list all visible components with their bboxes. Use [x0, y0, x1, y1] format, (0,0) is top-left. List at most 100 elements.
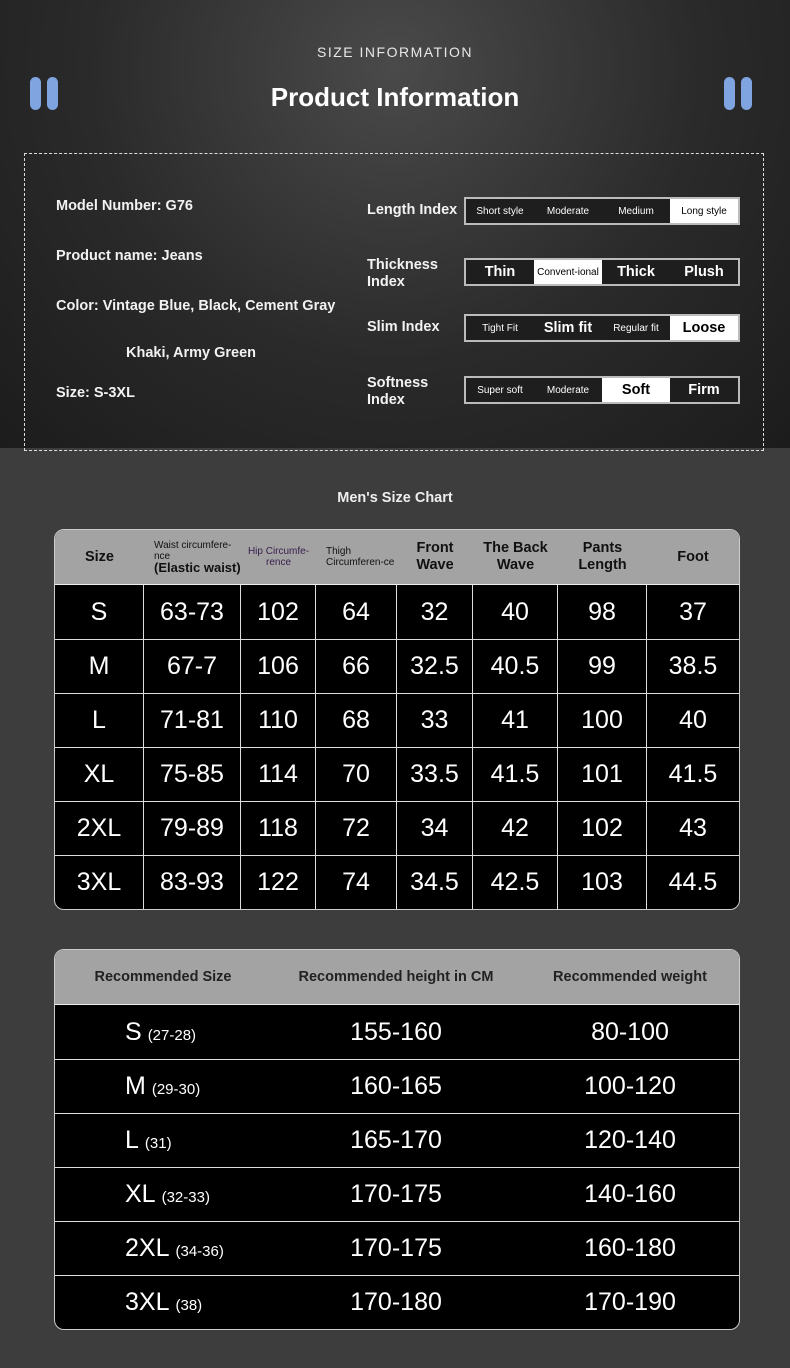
table-cell: 75-85 [144, 747, 241, 801]
table-cell: 170-175 [271, 1167, 521, 1221]
model-number: Model Number: G76 [56, 198, 193, 214]
index-option: Long style [670, 199, 738, 223]
table-cell: 100-120 [521, 1059, 739, 1113]
table-cell: 41.5 [473, 747, 558, 801]
col-back-wave: The Back Wave [473, 530, 558, 585]
index-option: Thick [617, 263, 655, 280]
col-rec-size: Recommended Size [55, 950, 271, 1005]
size-label: 2XL [125, 1234, 170, 1262]
index-option: Convent-ional [534, 260, 602, 284]
table-cell: 38.5 [647, 639, 739, 693]
table-cell: 99 [558, 639, 647, 693]
index-scale: Tight Fit Slim fit Regular fit Loose [464, 314, 740, 342]
size-cell: XL (32-33) [55, 1167, 271, 1221]
waist-range: (38) [175, 1297, 203, 1314]
table-cell: 67-7 [144, 639, 241, 693]
table-row: XL (32-33) 170-175 140-160 [55, 1167, 739, 1221]
index-scale: Super soft Moderate Soft Firm [464, 376, 740, 404]
table-cell: 68 [316, 693, 397, 747]
index-option: Soft [602, 378, 670, 402]
index-scale: Short style Moderate Medium Long style [464, 197, 740, 225]
index-option: Super soft [477, 384, 523, 396]
size-chart-title: Men's Size Chart [337, 490, 453, 506]
col-hip: Hip Circumfe-rence [241, 530, 316, 585]
size-label: L [125, 1126, 139, 1154]
col-size: Size [55, 530, 144, 585]
table-cell: 103 [558, 855, 647, 909]
waist-range: (27-28) [147, 1026, 197, 1044]
index-label: Slim Index [367, 319, 440, 335]
table-row: 2XL 79-89 118 72 34 42 102 43 [55, 801, 739, 855]
col-waist: Waist circumfere-nce (Elastic waist) [144, 530, 241, 585]
size-label: 3XL [125, 1288, 170, 1316]
size-cell: 2XL (34-36) [55, 1221, 271, 1275]
size-cell: 3XL (38) [55, 1275, 271, 1329]
table-cell: 70 [316, 747, 397, 801]
table-cell: 160-180 [521, 1221, 739, 1275]
table-cell: 114 [241, 747, 316, 801]
table-cell: 106 [241, 639, 316, 693]
table-cell: 118 [241, 801, 316, 855]
size-cell: S (27-28) [55, 1005, 271, 1059]
waist-range: (32-33) [161, 1189, 210, 1206]
table-cell: 110 [241, 693, 316, 747]
col-foot: Foot [647, 530, 739, 585]
table-cell: 170-190 [521, 1275, 739, 1329]
table-row: 2XL (34-36) 170-175 160-180 [55, 1221, 739, 1275]
table-cell: 42 [473, 801, 558, 855]
table-cell: 32 [397, 585, 473, 639]
table-row: L 71-81 110 68 33 41 100 40 [55, 693, 739, 747]
index-label: Softness Index [367, 375, 429, 408]
index-option: Short style [476, 205, 524, 217]
color-list: Color: Vintage Blue, Black, Cement Gray [56, 298, 336, 314]
table-cell: 165-170 [271, 1113, 521, 1167]
table-row: 3XL 83-93 122 74 34.5 42.5 103 44.5 [55, 855, 739, 909]
table-cell: 44.5 [647, 855, 739, 909]
table-cell: 41 [473, 693, 558, 747]
table-cell: 64 [316, 585, 397, 639]
size-cell: M (29-30) [55, 1059, 271, 1113]
table-cell: XL [55, 747, 144, 801]
col-pants-length: Pants Length [558, 530, 647, 585]
table-row: M (29-30) 160-165 100-120 [55, 1059, 739, 1113]
index-option: Firm [688, 381, 720, 398]
decorative-bars-icon [724, 77, 752, 110]
table-cell: 170-175 [271, 1221, 521, 1275]
table-cell: 33 [397, 693, 473, 747]
index-option: Thin [484, 263, 516, 280]
table-cell: 71-81 [144, 693, 241, 747]
waist-range: (31) [144, 1135, 172, 1152]
size-label: M [125, 1072, 146, 1100]
size-cell: L (31) [55, 1113, 271, 1167]
index-option: Loose [670, 316, 738, 340]
waist-range: (34-36) [175, 1243, 224, 1260]
table-cell: M [55, 639, 144, 693]
table-cell: L [55, 693, 144, 747]
color-list-2: Khaki, Army Green [126, 345, 257, 361]
col-rec-weight: Recommended weight [521, 950, 739, 1005]
size-label: XL [125, 1180, 156, 1208]
page-title: Product Information [270, 82, 520, 112]
table-cell: 40 [473, 585, 558, 639]
table-cell: 66 [316, 639, 397, 693]
table-cell: 102 [558, 801, 647, 855]
table-cell: 33.5 [397, 747, 473, 801]
index-option: Slim fit [543, 319, 593, 336]
table-row: 3XL (38) 170-180 170-190 [55, 1275, 739, 1329]
table-cell: 34 [397, 801, 473, 855]
table-row: XL 75-85 114 70 33.5 41.5 101 41.5 [55, 747, 739, 801]
index-label: Length Index [367, 202, 458, 218]
table-cell: 34.5 [397, 855, 473, 909]
table-cell: 120-140 [521, 1113, 739, 1167]
index-scale: Thin Convent-ional Thick Plush [464, 258, 740, 286]
waist-range: (29-30) [151, 1081, 201, 1098]
table-row: M 67-7 106 66 32.5 40.5 99 38.5 [55, 639, 739, 693]
info-box [24, 153, 764, 451]
table-cell: 160-165 [271, 1059, 521, 1113]
product-name: Product name: Jeans [56, 248, 203, 264]
table-cell: 100 [558, 693, 647, 747]
index-option: Tight Fit [482, 322, 518, 334]
table-row: L (31) 165-170 120-140 [55, 1113, 739, 1167]
size-range: Size: S-3XL [56, 385, 135, 401]
table-cell: 3XL [55, 855, 144, 909]
